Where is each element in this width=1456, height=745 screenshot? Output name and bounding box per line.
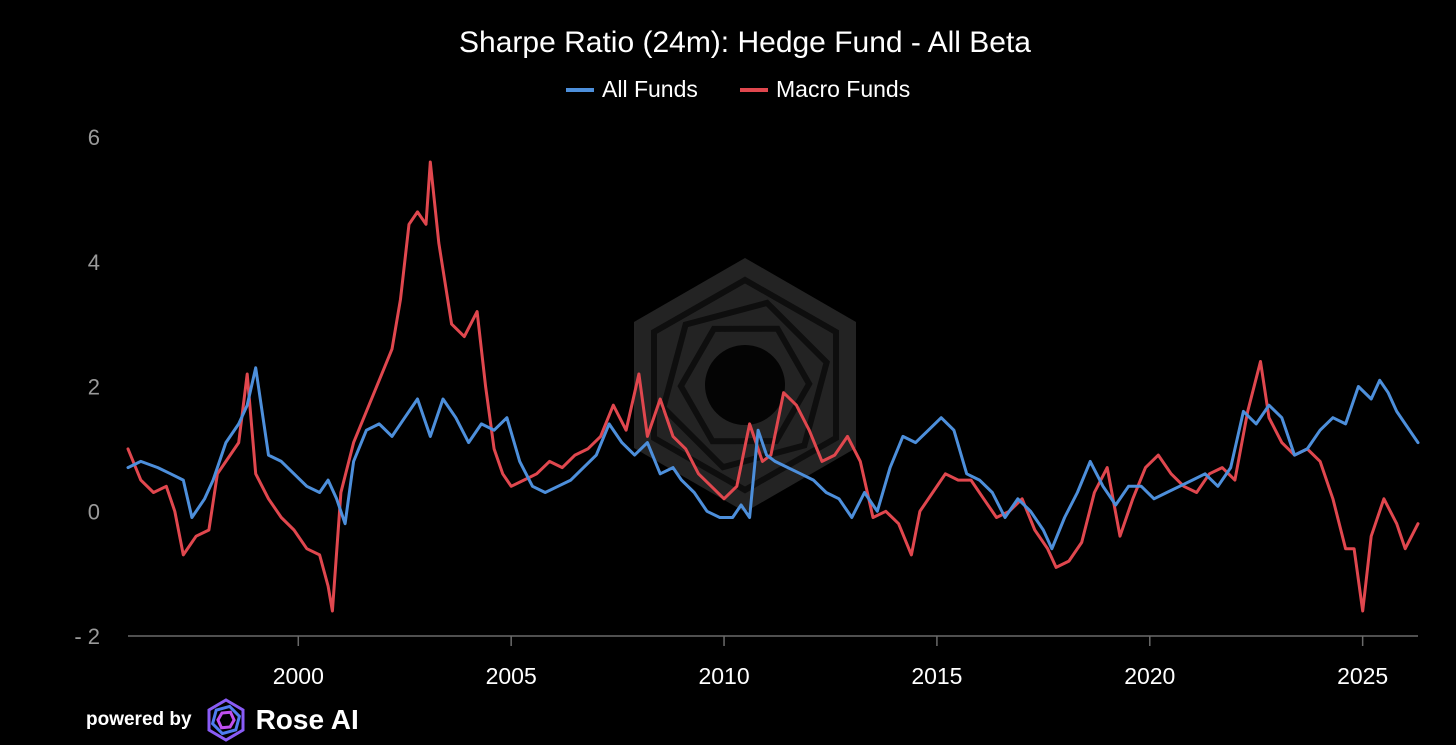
x-tick-label: 2020: [1124, 663, 1175, 689]
y-tick-label: 2: [88, 375, 100, 400]
y-tick-label: 4: [88, 250, 100, 275]
x-tick-label: 2010: [698, 663, 749, 689]
y-tick-label: - 2: [74, 624, 100, 649]
x-tick-label: 2015: [911, 663, 962, 689]
footer: powered by Rose AI: [86, 696, 359, 744]
x-tick-label: 2005: [486, 663, 537, 689]
powered-by-text: powered by: [86, 709, 192, 730]
x-tick-label: 2025: [1337, 663, 1388, 689]
series-line-all-funds: [126, 366, 1420, 551]
y-tick-label: 0: [88, 499, 100, 524]
legend-label-all-funds: All Funds: [602, 76, 698, 102]
y-tick-label: 6: [88, 125, 100, 150]
brand-name[interactable]: Rose AI: [255, 704, 359, 735]
legend: All Funds Macro Funds: [566, 76, 910, 102]
x-tick-label: 2000: [273, 663, 324, 689]
x-axis: 2000 2005 2010 2015 2020 2025: [128, 635, 1418, 689]
chart-title: Sharpe Ratio (24m): Hedge Fund - All Bet…: [459, 26, 1031, 59]
rose-ai-logo-icon[interactable]: [204, 698, 248, 742]
rose-watermark-logo: [634, 258, 856, 512]
series-line-macro-funds: [126, 160, 1420, 613]
legend-label-macro-funds: Macro Funds: [776, 76, 910, 102]
y-axis: 6 4 2 0 - 2: [74, 125, 100, 649]
series-layer: [126, 160, 1420, 613]
